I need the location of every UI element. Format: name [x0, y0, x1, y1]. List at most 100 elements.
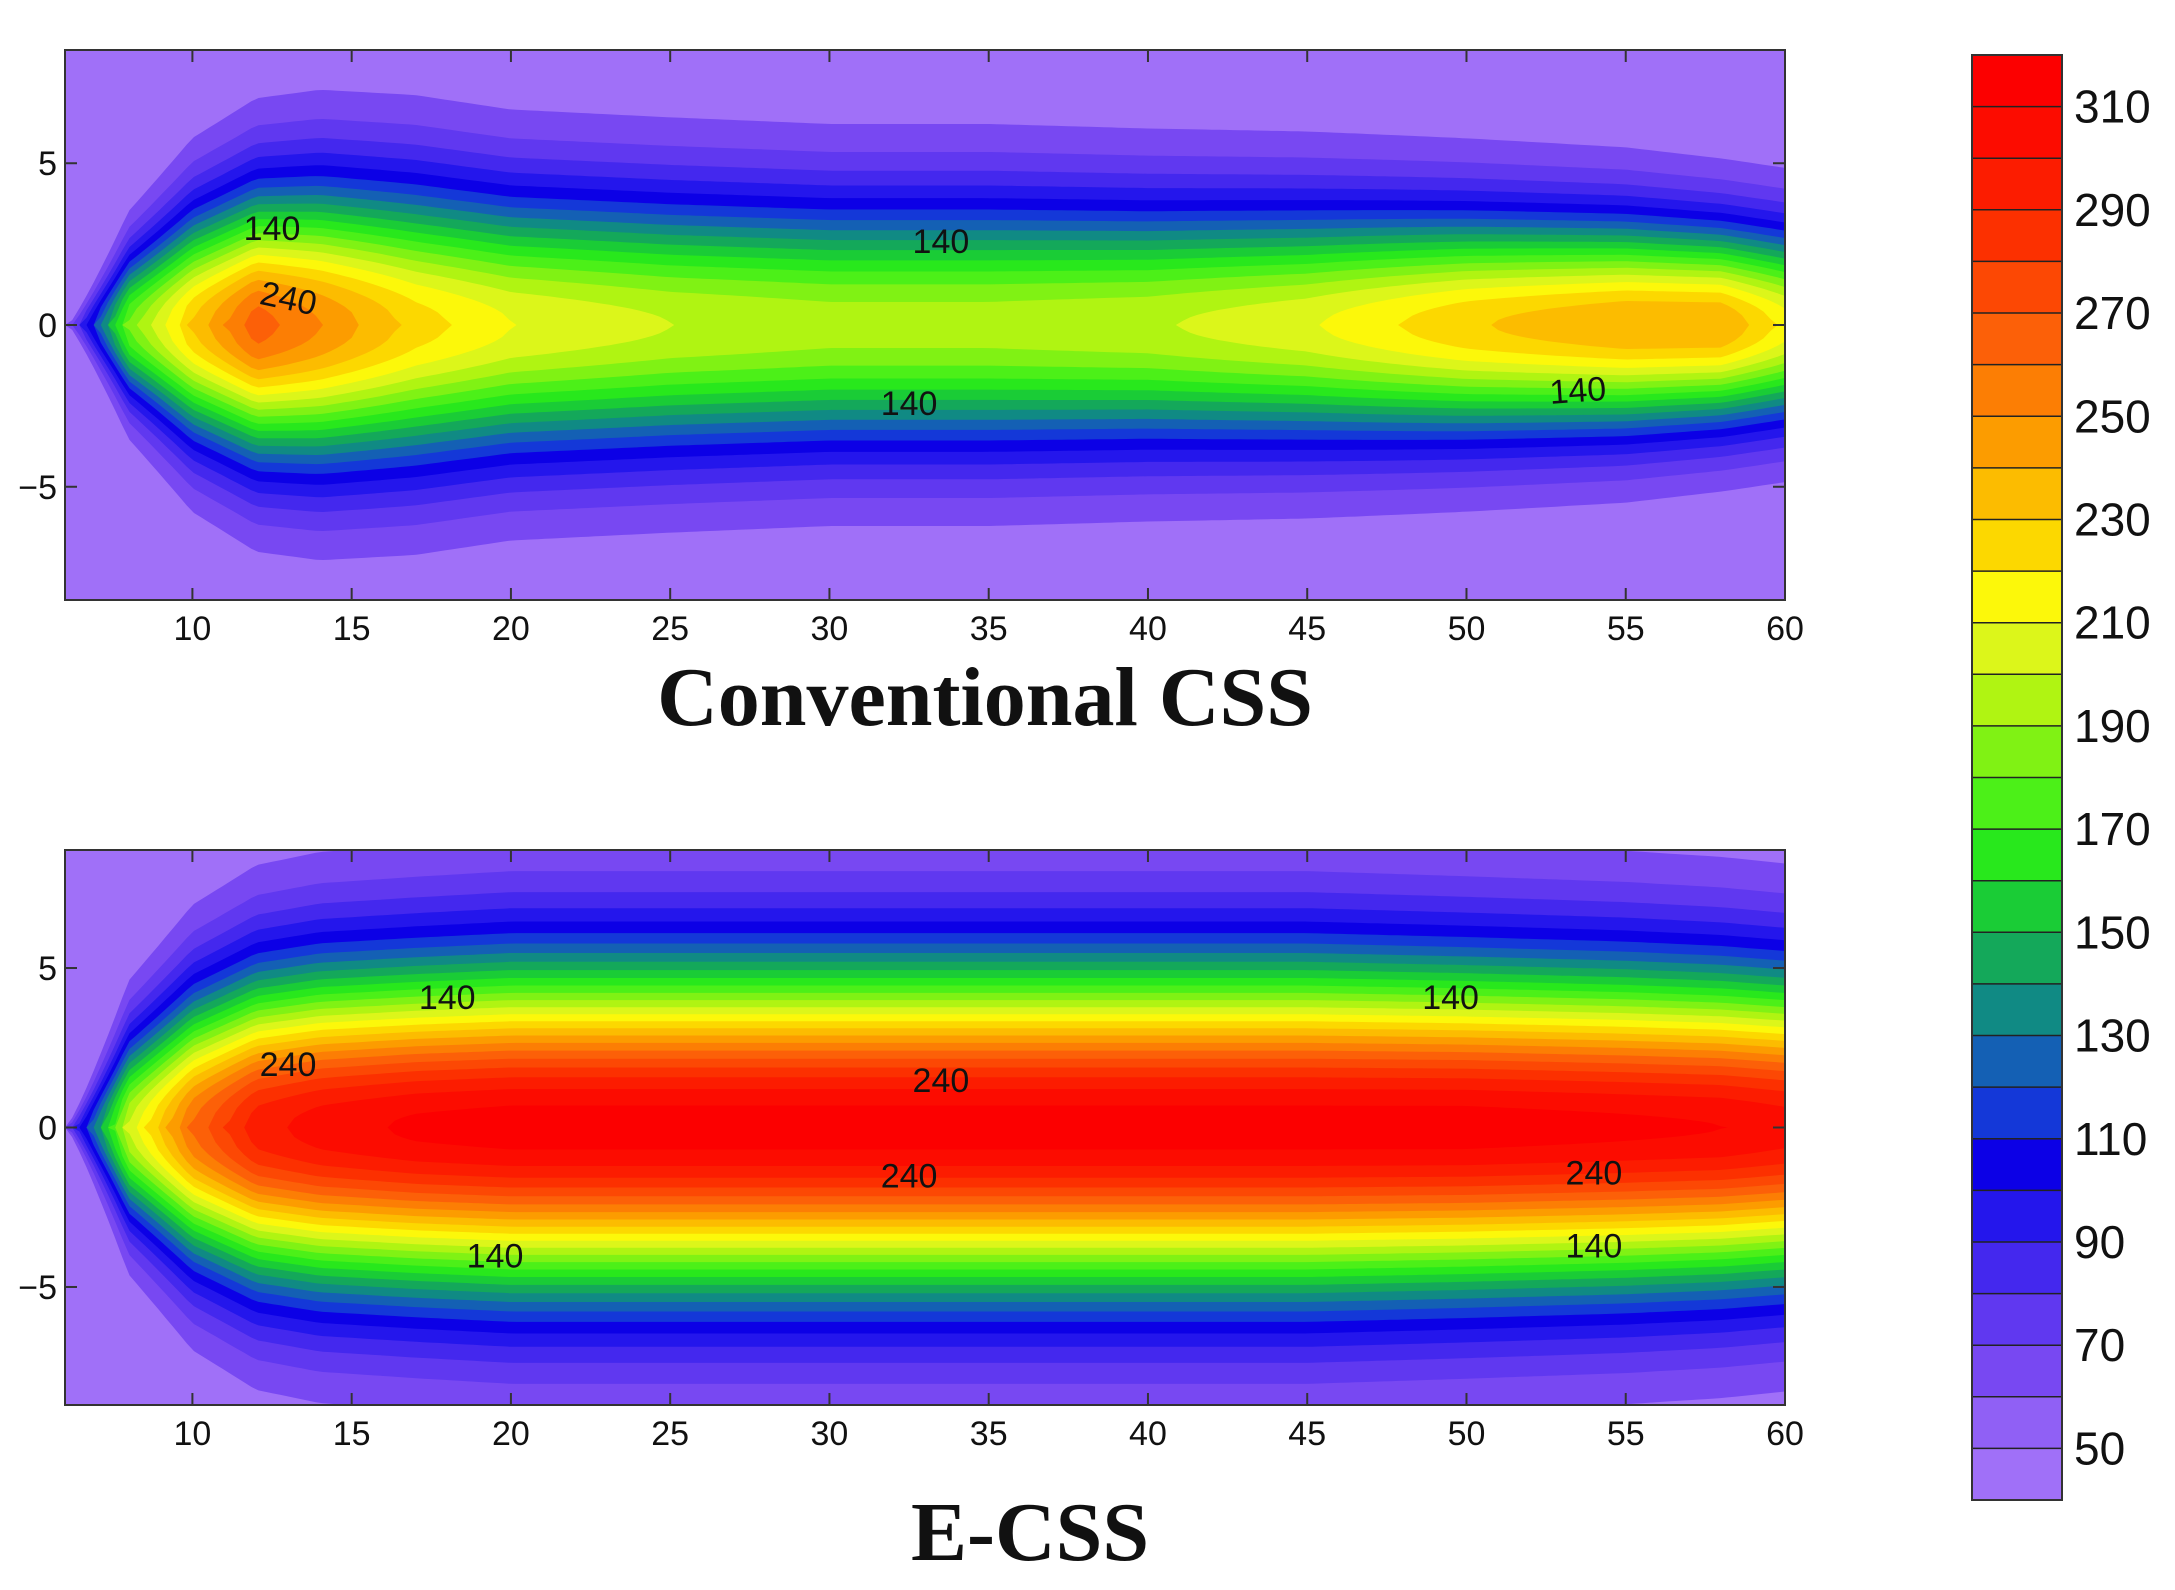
e-css-x-tick-label: 35 [970, 1415, 1008, 1453]
e-css-y-tick-label: −5 [18, 1269, 57, 1307]
colorbar-tick-label: 50 [2074, 1422, 2125, 1474]
colorbar-frame [1971, 54, 2063, 1501]
colorbar-swatch-300 [1972, 106, 2062, 159]
e-css-contour-label: 240 [881, 1157, 938, 1195]
e-css-contour-label: 140 [467, 1237, 524, 1275]
colorbar-swatch-190 [1972, 674, 2062, 726]
colorbar-swatches [1972, 55, 2062, 1500]
colorbar-swatch-180 [1972, 725, 2062, 778]
e-css-x-tick-label: 20 [492, 1415, 530, 1453]
e-css-x-tick-label: 60 [1766, 1415, 1804, 1453]
colorbar-tick-label: 150 [2074, 906, 2151, 958]
conventional-css-x-tick-label: 15 [333, 610, 371, 648]
e-css-contour-field [65, 850, 1785, 1405]
colorbar-swatch-210 [1972, 571, 2062, 623]
colorbar-swatch-230 [1972, 467, 2062, 520]
e-css-contour-label: 240 [913, 1062, 970, 1100]
colorbar-labels: 310 290 270 250 230 210 190 170 150 130 110 90 70 50 [2074, 81, 2151, 1475]
e-css-y-tick-label: 0 [38, 1110, 57, 1148]
conventional-css-x-tick-label: 10 [173, 610, 211, 648]
colorbar-swatch-170 [1972, 777, 2062, 830]
e-css-title: E-CSS [911, 1486, 1149, 1579]
colorbar-swatch-40 [1972, 1448, 2062, 1500]
colorbar-swatch-260 [1972, 313, 2062, 365]
conventional-css-x-tick-label: 55 [1607, 610, 1645, 648]
colorbar-tick-label: 70 [2074, 1319, 2125, 1371]
conventional-css-contour-label: 140 [1548, 370, 1607, 412]
colorbar-swatch-130 [1972, 983, 2062, 1036]
e-css-x-tick-label: 30 [811, 1415, 849, 1453]
e-css-contour-label: 140 [1566, 1228, 1623, 1266]
colorbar-swatch-220 [1972, 519, 2062, 572]
conventional-css-contour-band-190 [65, 240, 1785, 410]
conventional-css-contour-band-220 [65, 262, 1785, 388]
conventional-css-contour-band-230 [65, 270, 1785, 380]
e-css-contour-label: 140 [1422, 979, 1479, 1017]
e-css-contour-band-310 [65, 1105, 1785, 1150]
colorbar-swatch-110 [1972, 1087, 2062, 1139]
colorbar-swatch-50 [1972, 1396, 2062, 1449]
e-css-x-tick-label: 45 [1288, 1415, 1326, 1453]
e-css-x-tick-label: 55 [1607, 1415, 1645, 1453]
colorbar-tick-label: 190 [2074, 700, 2151, 752]
colorbar-tick-label: 290 [2074, 184, 2151, 236]
colorbar-swatch-100 [1972, 1138, 2062, 1191]
conventional-css-contour-field [65, 90, 1785, 560]
colorbar-swatch-240 [1972, 416, 2062, 468]
colorbar-swatch-90 [1972, 1190, 2062, 1242]
conventional-css-y-tick-label: 0 [38, 307, 57, 345]
e-css-x-tick-label: 10 [173, 1415, 211, 1453]
e-css-x-tick-label: 25 [651, 1415, 689, 1453]
e-css-contour-label: 240 [260, 1046, 317, 1084]
conventional-css-y-tick-label: 5 [38, 145, 57, 183]
colorbar-swatch-250 [1972, 364, 2062, 417]
conventional-css-x-tick-label: 50 [1448, 610, 1486, 648]
colorbar-tick-label: 170 [2074, 803, 2151, 855]
colorbar-tick-label: 130 [2074, 1010, 2151, 1062]
colorbar-swatch-80 [1972, 1242, 2062, 1294]
conventional-css-x-tick-label: 25 [651, 610, 689, 648]
conventional-css-x-tick-label: 45 [1288, 610, 1326, 648]
colorbar-swatch-270 [1972, 261, 2062, 313]
colorbar-tick-label: 210 [2074, 597, 2151, 649]
colorbar-swatch-150 [1972, 880, 2062, 933]
colorbar-tick-label: 270 [2074, 287, 2151, 339]
colorbar-tick-label: 310 [2074, 81, 2151, 133]
colorbar-swatch-140 [1972, 932, 2062, 984]
colorbar: 310 290 270 250 230 210 190 170 150 130 110 90 70 50 [1971, 54, 2151, 1501]
colorbar-swatch-310 [1972, 55, 2062, 107]
e-css-contour-label: 140 [419, 979, 476, 1017]
e-css-contour-labels: 140 240 240 240 240 140 140 140 [260, 979, 1623, 1275]
conventional-css-x-tick-label: 35 [970, 610, 1008, 648]
e-css-y-tick-label: 5 [38, 950, 57, 988]
conventional-css-x-tick-label: 60 [1766, 610, 1804, 648]
colorbar-tick-label: 250 [2074, 390, 2151, 442]
colorbar-swatch-70 [1972, 1293, 2062, 1346]
colorbar-tick-label: 90 [2074, 1216, 2125, 1268]
colorbar-swatch-290 [1972, 158, 2062, 210]
e-css-axis-ticks: 10 15 20 25 30 35 40 45 50 55 60 −5 0 5 [18, 850, 1804, 1453]
e-css-x-tick-label: 40 [1129, 1415, 1167, 1453]
conventional-css-axis-ticks: 10 15 20 25 30 35 40 45 50 55 60 −5 0 5 [18, 50, 1804, 648]
conventional-css-contour-label: 140 [881, 385, 938, 423]
e-css-x-tick-label: 50 [1448, 1415, 1486, 1453]
conventional-css-x-tick-label: 30 [811, 610, 849, 648]
colorbar-tick-label: 230 [2074, 494, 2151, 546]
e-css-contour-label: 240 [1566, 1154, 1623, 1192]
e-css-panel: 140 240 240 240 240 140 140 140 10 15 20 25 30 35 40 4… [18, 849, 1804, 1579]
conventional-css-x-tick-label: 40 [1129, 610, 1167, 648]
colorbar-swatch-160 [1972, 829, 2062, 881]
conventional-css-contour-label: 140 [244, 210, 301, 248]
colorbar-swatch-60 [1972, 1345, 2062, 1397]
colorbar-swatch-200 [1972, 622, 2062, 675]
conventional-css-title: Conventional CSS [657, 651, 1313, 744]
colorbar-swatch-280 [1972, 209, 2062, 262]
colorbar-swatch-120 [1972, 1035, 2062, 1088]
conventional-css-contour-label: 140 [913, 223, 970, 261]
e-css-x-tick-label: 15 [333, 1415, 371, 1453]
colorbar-tick-label: 110 [2074, 1113, 2147, 1165]
conventional-css-y-tick-label: −5 [18, 469, 57, 507]
